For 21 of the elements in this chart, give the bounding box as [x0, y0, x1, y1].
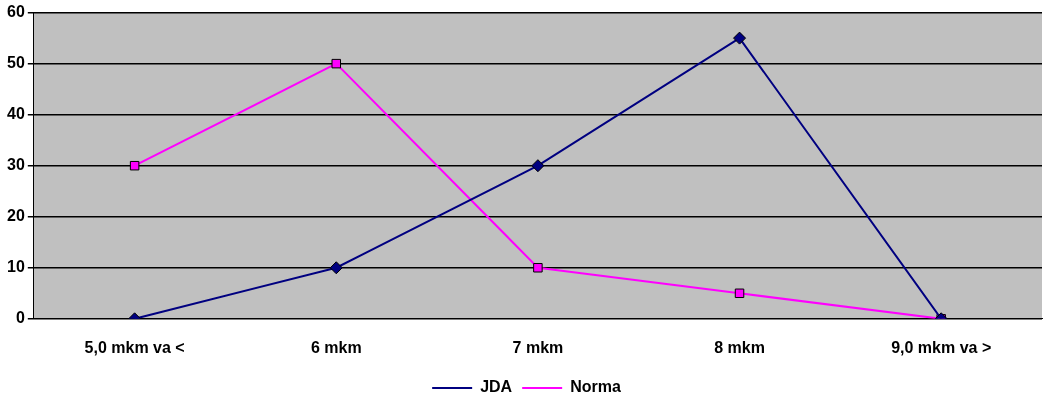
point: [733, 31, 747, 45]
x-tick-label: 5,0 mkm va <: [84, 338, 185, 356]
y-tick-label: 50: [7, 54, 25, 72]
x-tick-label: 6 mkm: [310, 338, 362, 356]
y-tick-label: 20: [7, 207, 25, 225]
y-tick-label: 30: [7, 156, 25, 174]
x-tick-label: 8 mkm: [714, 338, 765, 356]
x-tick-label: 7 mkm: [512, 338, 564, 356]
y-tick-label: 0: [15, 309, 25, 327]
x-tick-label: 9,0 mkm va >: [891, 338, 992, 356]
point: [734, 288, 745, 299]
point: [531, 159, 545, 173]
point: [331, 58, 341, 69]
y-tick-label: 40: [7, 105, 25, 123]
point: [129, 160, 140, 171]
point: [329, 261, 343, 275]
y-tick-label: 60: [7, 3, 25, 21]
point: [533, 263, 543, 273]
legend-label: Norma: [570, 378, 621, 396]
legend-label: JDA: [480, 378, 513, 396]
y-tick-label: 10: [7, 258, 25, 276]
